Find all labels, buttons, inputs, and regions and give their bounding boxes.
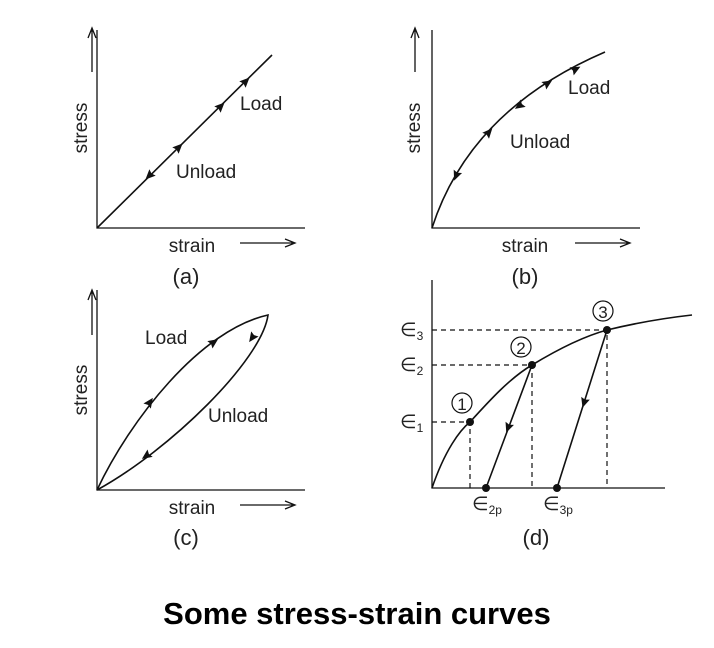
symbol: ∈	[472, 494, 489, 515]
caption: (c)	[173, 525, 199, 550]
point-label: 1	[457, 395, 466, 414]
arrowhead	[172, 143, 183, 154]
x-mark: ∈2p	[472, 494, 502, 517]
point-circles	[451, 300, 614, 414]
loop	[96, 313, 269, 491]
arrowhead	[541, 80, 553, 90]
arrowhead	[453, 169, 463, 181]
arrowhead	[143, 397, 153, 409]
arrowhead	[207, 339, 219, 349]
x-arrow	[240, 238, 297, 248]
unload-lines	[485, 329, 608, 489]
point-label: 3	[598, 303, 607, 322]
points	[466, 326, 611, 492]
panel-c: stress strain (c) Load Unload	[71, 288, 305, 550]
point	[553, 484, 561, 492]
x-arrow	[575, 238, 632, 248]
circle	[592, 300, 614, 322]
annotation: Unload	[208, 406, 268, 427]
annotation: Load	[145, 328, 187, 349]
panel-b: stress strain (b) Load Unload	[404, 26, 640, 289]
arrowhead	[514, 99, 526, 109]
y-arrow	[410, 26, 420, 72]
subscript: 3	[417, 329, 424, 343]
y-label: stress	[71, 365, 92, 416]
axes	[96, 30, 305, 229]
arrowhead	[569, 66, 581, 76]
curve	[96, 54, 273, 229]
point	[466, 418, 474, 426]
y-arrow	[87, 288, 97, 335]
axes	[431, 30, 640, 229]
axes	[96, 290, 305, 491]
symbol: ∈	[400, 412, 417, 433]
symbol: ∈	[400, 355, 417, 376]
x-arrow	[240, 500, 297, 510]
annotation: Load	[240, 94, 282, 115]
point	[603, 326, 611, 334]
caption: (a)	[173, 264, 200, 289]
subscript: 3p	[560, 503, 574, 517]
symbol: ∈	[400, 320, 417, 341]
circle	[451, 392, 473, 414]
curve	[431, 314, 693, 489]
annotation: Unload	[176, 162, 236, 183]
circle	[510, 336, 532, 358]
point	[482, 484, 490, 492]
arrowhead	[482, 128, 493, 139]
arrowhead	[581, 396, 590, 408]
caption: (b)	[512, 264, 539, 289]
y-label: stress	[71, 103, 92, 154]
symbol: ∈	[543, 494, 560, 515]
arrowhead	[141, 449, 153, 459]
panel-d: 1 2 3 ∈1 ∈2 ∈3 ∈2p ∈3p (d)	[400, 280, 693, 550]
y-mark: ∈1	[400, 412, 424, 435]
caption: (d)	[523, 525, 550, 550]
y-mark: ∈2	[400, 355, 424, 378]
subscript: 1	[417, 421, 424, 435]
point-label: 2	[516, 339, 525, 358]
arrowheads	[141, 66, 590, 459]
annotation: Unload	[510, 132, 570, 153]
x-label: strain	[502, 236, 548, 257]
y-label: stress	[404, 103, 425, 154]
y-mark: ∈3	[400, 320, 424, 343]
arrowhead	[145, 169, 156, 180]
arrowhead	[239, 77, 250, 88]
axes	[431, 280, 665, 489]
arrowhead	[214, 102, 225, 113]
annotation: Load	[568, 78, 610, 99]
panel-a: stress strain (a) Load Unload	[71, 26, 305, 289]
y-arrow	[87, 26, 97, 72]
arrowhead	[249, 331, 259, 343]
subscript: 2	[417, 364, 424, 378]
point	[528, 361, 536, 369]
x-label: strain	[169, 236, 215, 257]
x-label: strain	[169, 498, 215, 519]
subscript: 2p	[489, 503, 503, 517]
title: Some stress-strain curves	[163, 596, 551, 631]
arrowhead	[505, 421, 514, 433]
x-mark: ∈3p	[543, 494, 573, 517]
